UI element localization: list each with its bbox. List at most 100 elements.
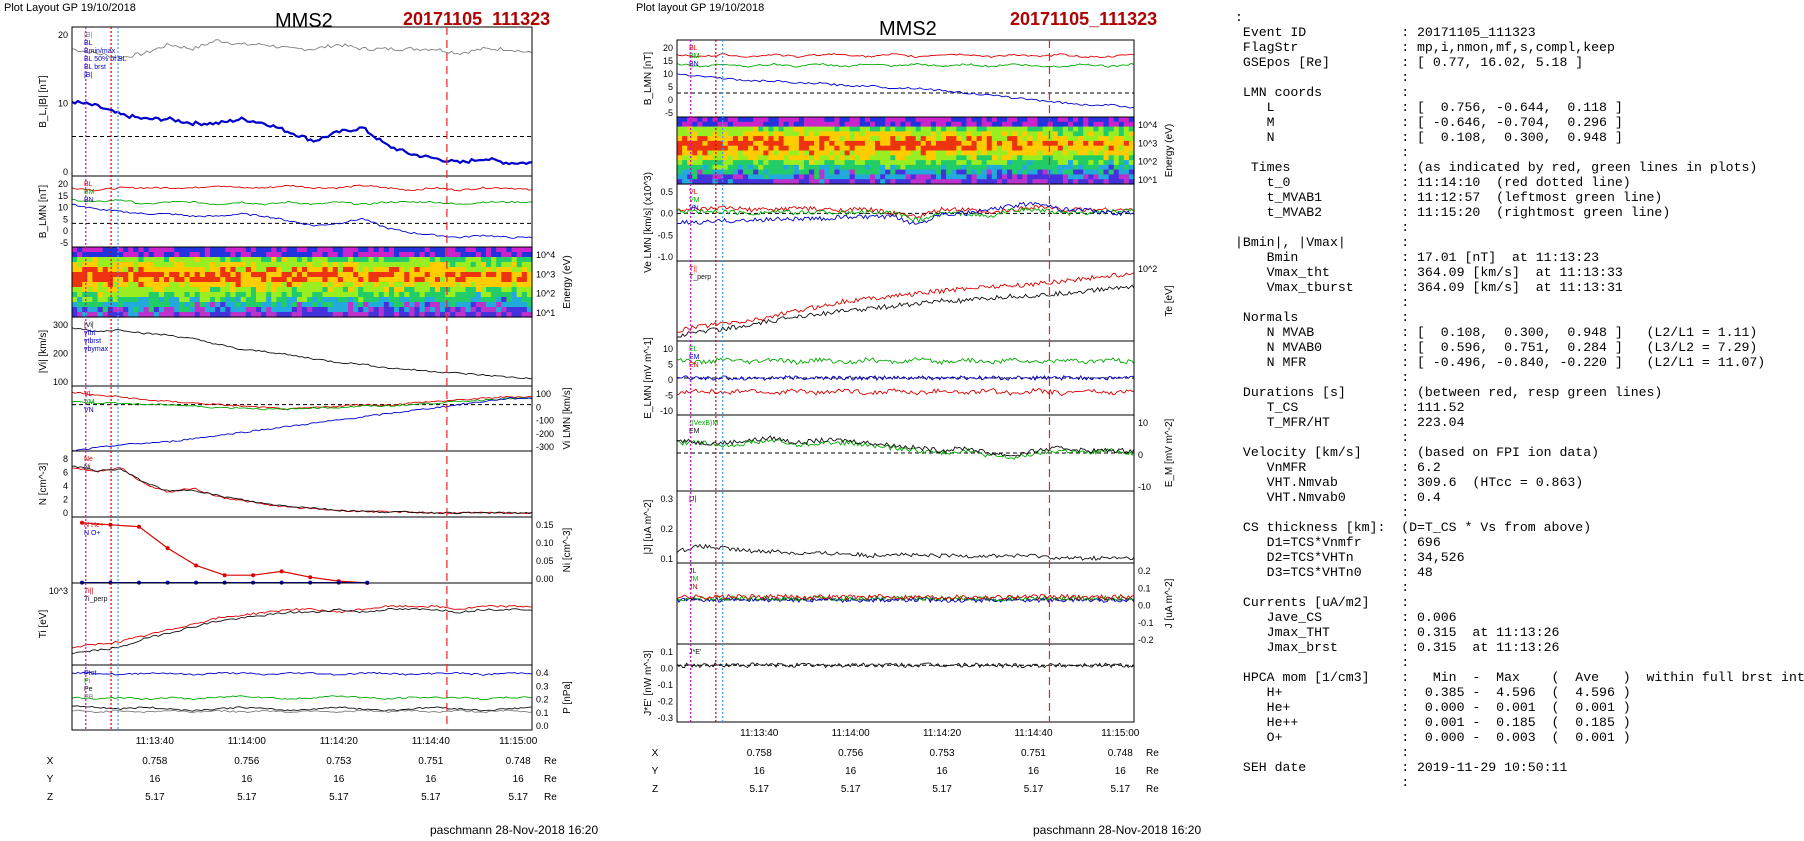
spectrogram-cell [732,145,739,152]
legend-entry: JN [689,584,698,591]
spectrogram-cell [885,136,891,142]
spectrogram-cell [1083,121,1089,128]
spectrogram-cell [184,307,191,313]
spectrogram-cell [854,121,861,128]
spectrogram-cell [1027,117,1034,123]
spectrogram-cell [743,121,749,128]
spectrogram-cell [930,136,937,142]
y-axis-label: J [uA m^-2] [1164,578,1175,628]
info-line: Normals : [1242,310,1410,325]
spectrogram-cell [348,262,354,268]
spectrogram-cell [521,282,528,288]
spectrogram-cell [378,292,385,298]
spectrogram-cell [348,252,354,258]
spectrogram-cell [296,287,303,293]
spectrogram-cell [966,174,973,180]
spectrogram-cell [1037,117,1044,123]
spectrogram-cell [133,262,139,268]
spectrogram-cell [368,297,375,303]
spectrogram-cell [409,292,415,298]
info-line: Times : (as indicated by red, green line… [1250,160,1758,175]
spectrogram-cell [1123,145,1130,152]
spectrogram-cell [1057,179,1064,185]
spectrogram-cell [342,302,349,308]
info-line: t_MVAB2 : 11:15:20 (rightmost green line… [1266,205,1671,220]
spectrogram-cell [1027,164,1034,171]
spectrogram-cell [788,140,795,147]
spectrogram-cell [1002,136,1008,142]
spectrogram-cell [450,302,456,308]
spectrogram-cell [368,287,375,293]
spectrogram-cell [793,117,800,123]
spectrogram-cell [261,247,267,253]
spectrogram-cell [732,126,739,132]
spectrogram-cell [966,145,973,152]
spectrogram-cell [480,307,487,313]
spectrogram-cell [880,169,886,175]
spectrogram-cell [1047,160,1054,166]
spectrogram-cell [158,297,165,303]
spectrogram-cell [1017,131,1023,137]
spectrogram-cell [296,272,303,278]
spectrogram-cell [256,287,262,293]
spectrogram-cell [981,169,988,175]
spectrogram-cell [92,287,99,293]
spectrogram-cell [1022,121,1028,128]
spectrogram-cell [189,282,196,288]
spectrogram-cell [138,247,145,253]
spectrogram-cell [363,297,369,303]
spectrogram-cell [839,160,846,166]
spectrogram-cell [164,277,170,283]
spectrogram-cell [317,257,323,263]
spectrogram-cell [859,150,866,156]
spectrogram-cell [834,126,841,132]
spectrogram-cell [834,150,841,156]
spectrogram-cell [82,252,88,258]
spectrogram-cell [900,136,907,142]
spectrogram-cell [768,117,775,123]
spectrogram-cell [312,257,318,263]
time-tick-label: 11:14:20 [320,736,359,747]
spectrogram-cell [169,247,175,253]
spectrogram-cell [388,277,395,283]
info-line: He++ : 0.001 - 0.185 ( 0.185 ) [1266,715,1631,730]
y-tick-label: 200 [53,349,68,359]
spectrogram-cell [261,272,267,278]
spectrogram-cell [981,117,988,123]
spectrogram-cell [737,150,744,156]
spectrogram-cell [450,292,456,298]
spectrogram-cell [1002,179,1008,185]
spectrogram-cell [910,117,917,123]
spectrogram-cell [758,164,764,171]
y-tick-label: 0.0 [1138,601,1151,611]
spectrogram-cell [434,267,441,273]
spectrogram-cell [1052,131,1059,137]
spectrogram-cell [521,272,528,278]
spectrogram-cell [961,145,968,152]
spectrogram-cell [516,292,523,298]
spectrogram-cell [864,121,871,128]
spectrogram-cell [112,277,119,283]
info-line: T_CS : 111.52 [1266,400,1465,415]
spectrogram-cell [692,140,698,147]
coord-value: 16 [1028,766,1040,777]
coord-value: 16 [333,774,345,785]
spectrogram-cell [1128,126,1135,132]
spectrogram-cell [1052,117,1059,123]
spectrogram-cell [971,169,978,175]
spectrogram-cell [82,277,88,283]
spectrogram-cell [743,126,749,132]
y-axis-label: |J| [uA m^-2] [643,499,654,554]
spectrogram-cell [1062,117,1069,123]
coord-value: 5.17 [421,792,441,803]
spectrogram-cell [112,287,119,293]
spectrogram-cell [445,302,451,308]
data-point [80,520,84,525]
legend-entry: VN [689,205,699,212]
spectrogram-cell [870,121,876,128]
spectrogram-cell [445,292,451,298]
spectrogram-cell [1017,155,1023,161]
legend-entry: vtht [84,330,95,337]
spectrogram-cell [516,257,523,263]
spectrogram-cell [1022,126,1028,132]
